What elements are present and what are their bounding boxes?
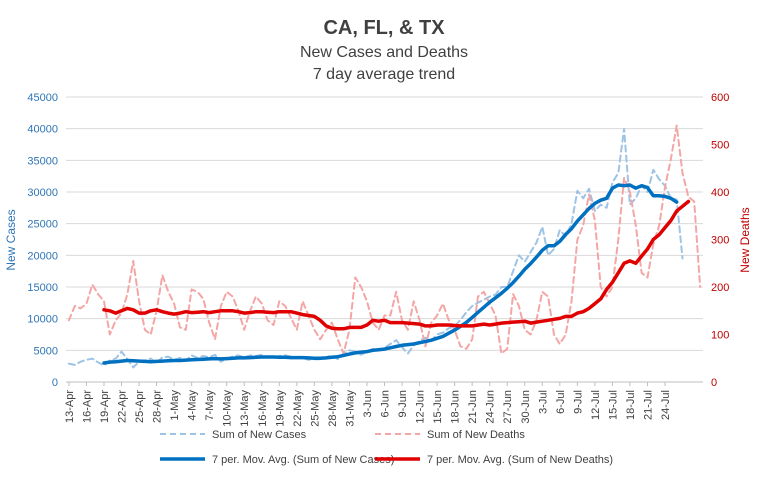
- y-left-tick-label: 15000: [27, 282, 58, 294]
- x-tick-label: 24-Jun: [485, 390, 497, 424]
- y-right-tick-label: 600: [711, 92, 729, 104]
- cases-series-line: [67, 127, 684, 369]
- x-tick-label: 1-May: [169, 390, 181, 421]
- y-right-tick-label: 300: [711, 235, 729, 247]
- y-left-tick-label: 45000: [27, 92, 58, 104]
- y-left-tick-label: 5000: [34, 345, 58, 357]
- legend-item: 7 per. Mov. Avg. (Sum of New Cases): [160, 454, 394, 466]
- x-tick-label: 9-Jul: [572, 390, 584, 414]
- legend-label: Sum of New Deaths: [427, 429, 525, 441]
- x-tick-label: 22-Apr: [117, 390, 129, 423]
- x-tick-label: 3-Jul: [537, 390, 549, 414]
- x-tick-label: 27-Jun: [502, 390, 514, 424]
- deaths-series-line: [67, 124, 702, 355]
- x-tick-label: 18-Jul: [625, 390, 637, 420]
- x-tick-label: 16-May: [257, 390, 269, 427]
- y-left-tick-label: 25000: [27, 219, 58, 231]
- legend-label: 7 per. Mov. Avg. (Sum of New Deaths): [427, 454, 613, 466]
- x-tick-label: 13-May: [239, 390, 251, 427]
- y-left-tick-label: 30000: [27, 187, 58, 199]
- x-tick-label: 28-Apr: [152, 390, 164, 423]
- y-right-tick-label: 100: [711, 330, 729, 342]
- legend-item: Sum of New Cases: [160, 429, 307, 441]
- legend: Sum of New Cases Sum of New Deaths 7 per. …: [160, 429, 613, 466]
- y-left-tick-label: 40000: [27, 124, 58, 136]
- deaths-moving-average-line: [102, 199, 691, 331]
- y-right-tick-label: 0: [711, 377, 717, 389]
- chart-subtitle-line-1: New Cases and Deaths: [300, 44, 468, 61]
- x-tick-label: 19-Apr: [99, 390, 111, 423]
- axes: 0500010000150002000025000300003500040000…: [27, 92, 729, 427]
- y-left-tick-label: 0: [52, 377, 58, 389]
- x-tick-label: 18-Jun: [450, 390, 462, 424]
- legend-item: Sum of New Deaths: [375, 429, 525, 441]
- y-left-tick-label: 20000: [27, 250, 58, 262]
- x-tick-label: 15-Jul: [607, 390, 619, 420]
- y-right-tick-label: 500: [711, 140, 729, 152]
- x-tick-label: 15-Jun: [432, 390, 444, 424]
- y-axis-right-title: New Deaths: [738, 207, 752, 272]
- chart-subtitle-line-2: 7 day average trend: [313, 66, 455, 83]
- x-tick-label: 31-May: [344, 390, 356, 427]
- x-tick-label: 25-Apr: [134, 390, 146, 423]
- x-tick-label: 21-Jul: [642, 390, 654, 420]
- x-tick-label: 7-May: [204, 390, 216, 421]
- x-tick-label: 19-May: [274, 390, 286, 427]
- y-left-tick-label: 35000: [27, 155, 58, 167]
- x-tick-label: 25-May: [309, 390, 321, 427]
- y-axis-left-title: New Cases: [4, 209, 18, 270]
- y-right-tick-label: 400: [711, 187, 729, 199]
- x-tick-label: 30-Jun: [520, 390, 532, 424]
- x-tick-label: 28-May: [327, 390, 339, 427]
- x-tick-label: 6-Jul: [555, 390, 567, 414]
- x-tick-label: 4-May: [187, 390, 199, 421]
- x-tick-label: 3-Jun: [362, 390, 374, 418]
- y-right-tick-label: 200: [711, 282, 729, 294]
- x-tick-label: 10-May: [222, 390, 234, 427]
- chart-title: CA, FL, & TX: [323, 17, 445, 39]
- x-tick-label: 22-May: [292, 390, 304, 427]
- grid-lines: [66, 96, 703, 383]
- x-tick-label: 21-Jun: [467, 390, 479, 424]
- x-tick-label: 16-Apr: [81, 390, 93, 423]
- x-tick-label: 6-Jun: [380, 390, 392, 418]
- x-tick-label: 13-Apr: [64, 390, 76, 423]
- series-layer: [67, 124, 702, 369]
- cases-moving-average-line: [102, 183, 679, 365]
- y-left-tick-label: 10000: [27, 314, 58, 326]
- x-tick-label: 12-Jun: [415, 390, 427, 424]
- x-tick-label: 9-Jun: [397, 390, 409, 418]
- x-tick-label: 12-Jul: [590, 390, 602, 420]
- legend-label: 7 per. Mov. Avg. (Sum of New Cases): [212, 454, 394, 466]
- x-tick-label: 24-Jul: [660, 390, 672, 420]
- legend-item: 7 per. Mov. Avg. (Sum of New Deaths): [375, 454, 613, 466]
- legend-label: Sum of New Cases: [212, 429, 307, 441]
